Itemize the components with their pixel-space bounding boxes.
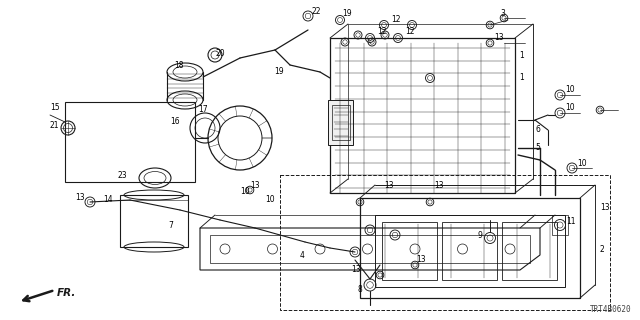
Bar: [375, 215, 565, 287]
Text: 18: 18: [174, 60, 184, 69]
Text: 14: 14: [103, 196, 113, 204]
Bar: [65, 102, 195, 182]
Bar: [382, 222, 437, 280]
Text: FR.: FR.: [57, 288, 76, 298]
Text: 11: 11: [566, 218, 575, 227]
Bar: [332, 105, 350, 140]
Text: TRT4B0620: TRT4B0620: [590, 305, 632, 314]
Text: 10: 10: [565, 103, 575, 113]
Text: 1: 1: [519, 52, 524, 60]
Text: 20: 20: [216, 50, 226, 59]
Bar: [328, 100, 353, 145]
Text: 1: 1: [519, 74, 524, 83]
Bar: [442, 222, 497, 280]
Bar: [552, 215, 568, 235]
Bar: [330, 38, 515, 193]
Text: 21: 21: [50, 122, 60, 131]
Text: 10: 10: [265, 196, 275, 204]
Bar: [502, 222, 557, 280]
Text: 10: 10: [577, 158, 587, 167]
Text: 12: 12: [377, 28, 387, 36]
Text: 19: 19: [274, 68, 284, 76]
Text: 13: 13: [434, 181, 444, 190]
Text: 16: 16: [170, 117, 180, 126]
Text: 13: 13: [600, 204, 610, 212]
Bar: [120, 195, 188, 247]
Text: 13: 13: [250, 180, 260, 189]
Bar: [210, 235, 530, 263]
Text: 13: 13: [351, 266, 360, 275]
Text: 3: 3: [500, 10, 505, 19]
Text: 13: 13: [384, 181, 394, 190]
Text: 2: 2: [600, 245, 605, 254]
Text: 13: 13: [494, 34, 504, 43]
Text: 9: 9: [478, 230, 483, 239]
Text: 22: 22: [312, 7, 321, 17]
Text: 13: 13: [75, 194, 84, 203]
Bar: [280, 175, 610, 310]
Text: 6: 6: [535, 125, 540, 134]
Text: 15: 15: [50, 103, 60, 113]
Text: 10: 10: [240, 188, 250, 196]
Bar: [360, 198, 580, 298]
Text: 19: 19: [342, 10, 351, 19]
Text: 7: 7: [168, 221, 173, 230]
Text: 23: 23: [118, 171, 127, 180]
Text: 5: 5: [535, 143, 540, 153]
Text: 13: 13: [416, 255, 426, 265]
Text: 12: 12: [405, 28, 415, 36]
Text: 4: 4: [300, 251, 305, 260]
Text: 12: 12: [391, 15, 401, 25]
Text: 10: 10: [565, 85, 575, 94]
Text: 17: 17: [198, 106, 207, 115]
Text: 8: 8: [358, 285, 363, 294]
